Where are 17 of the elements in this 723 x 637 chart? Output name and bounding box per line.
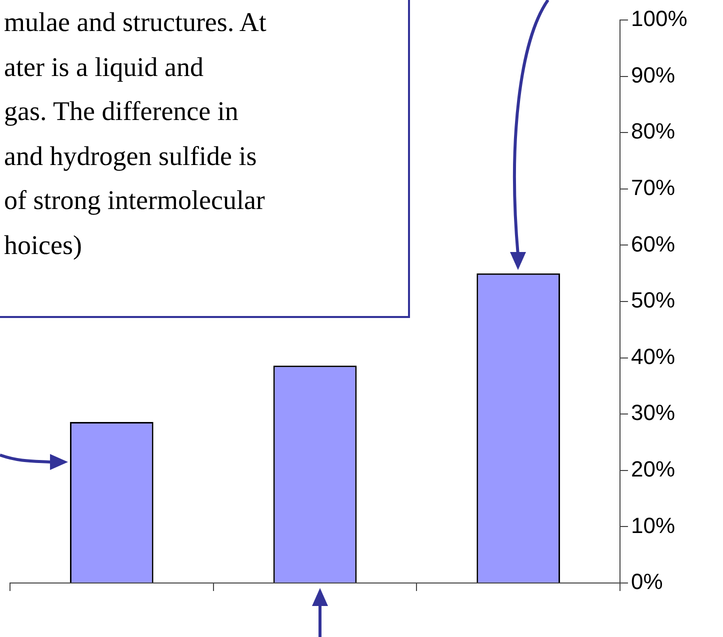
annotation: of strong intermolecular (4, 184, 266, 217)
y-tick-label: 10% (631, 512, 676, 538)
annotation: gas. The difference in (4, 95, 240, 128)
y-tick-label: 20% (631, 456, 676, 482)
y-tick-label: 100% (631, 6, 688, 32)
annotation: ater is a liquid and (4, 50, 204, 84)
y-tick-label: 60% (631, 231, 676, 256)
y-tick-label: 80% (631, 118, 676, 144)
annotation: hoices) (4, 228, 83, 262)
y-tick-label: 0% (631, 569, 663, 594)
y-tick-label: 30% (631, 400, 676, 426)
y-tick-label: 50% (631, 288, 676, 313)
annotation: mulae and structures. At (4, 6, 268, 39)
annotation: and hydrogen sulfide is (4, 140, 258, 173)
y-tick-label: 70% (631, 174, 676, 200)
y-tick-label: 90% (631, 62, 676, 88)
y-tick-label: 40% (631, 344, 676, 369)
